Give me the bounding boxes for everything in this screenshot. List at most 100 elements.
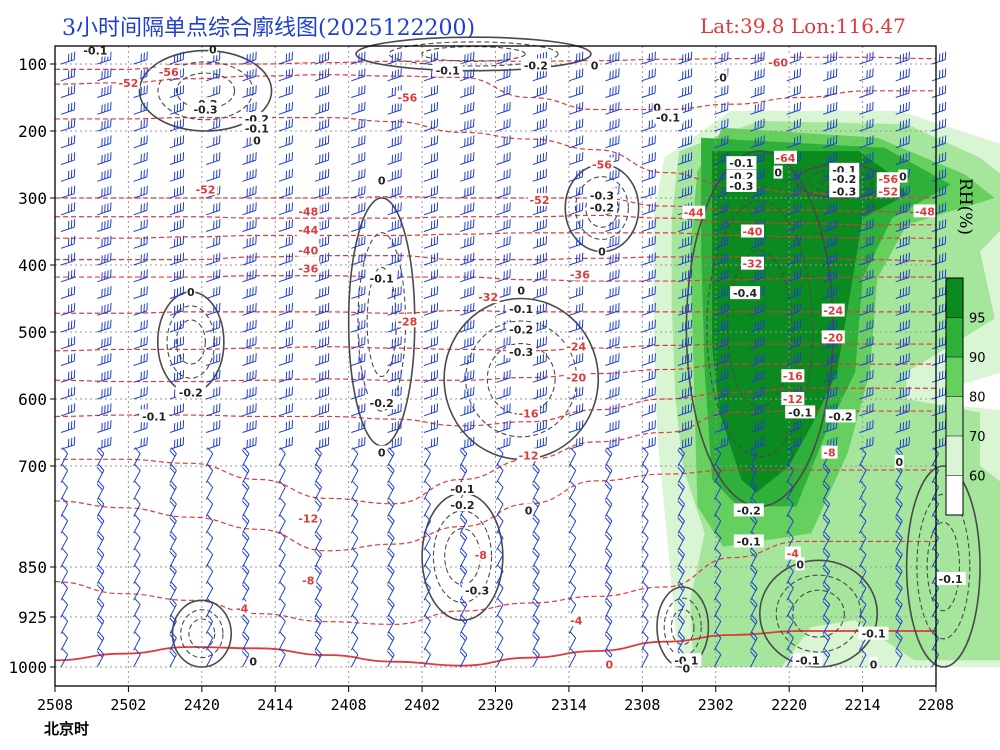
wind-barb (895, 497, 903, 517)
wind-barb (423, 269, 439, 283)
wind-barb (60, 514, 69, 534)
wind-barb (314, 420, 330, 433)
x-tick-label: 2220 (771, 696, 807, 714)
omega-label-bg (718, 70, 728, 84)
temp-contour--40 (54, 232, 936, 239)
wind-barb (532, 353, 547, 366)
temp-label-bg (528, 193, 552, 207)
wind-barb (133, 581, 141, 601)
wind-barb (350, 581, 359, 601)
wind-barb (133, 269, 148, 283)
wind-barb (532, 614, 540, 634)
temp-label-bg (517, 406, 541, 420)
wind-barb (496, 269, 511, 283)
wind-barb (604, 631, 613, 651)
wind-barb (750, 235, 765, 249)
wind-barb (60, 269, 76, 283)
wind-barb (460, 185, 475, 199)
wind-barb (278, 168, 293, 182)
wind-barb (241, 614, 250, 634)
wind-barb (387, 403, 402, 417)
wind-barb (496, 631, 504, 651)
omega-label: -0.3 (465, 584, 489, 597)
wind-barb (496, 480, 504, 500)
wind-barb (496, 252, 511, 266)
wind-barb (206, 353, 221, 366)
wind-barb (351, 252, 366, 266)
wind-barb (423, 614, 431, 634)
wind-barb (60, 631, 69, 651)
wind-barb (641, 564, 649, 584)
wind-barb (241, 531, 250, 551)
wind-barb (931, 118, 947, 132)
temp-label-bg (821, 303, 845, 317)
wind-barb (387, 581, 395, 601)
omega-label: -0.1 (245, 122, 269, 135)
wind-barb (60, 235, 76, 249)
x-tick-label: 2214 (845, 696, 881, 714)
omega-label: -0.1 (509, 303, 533, 316)
wind-barb (532, 85, 547, 98)
wind-barb (60, 497, 69, 517)
wind-barb (714, 219, 729, 232)
wind-barb (423, 202, 439, 216)
wind-barb (205, 581, 214, 601)
wind-barb (351, 85, 366, 98)
omega-label-bg (829, 184, 860, 198)
wind-barb (568, 353, 584, 366)
temp-label: -12 (783, 393, 803, 406)
wind-barb (387, 480, 395, 500)
wind-barb (677, 51, 693, 65)
wind-barb (496, 185, 511, 199)
wind-barb (314, 319, 330, 333)
wind-barb (786, 235, 801, 249)
wind-barb (96, 531, 105, 551)
wind-barb (242, 420, 257, 433)
wind-barb (786, 581, 794, 601)
wind-barb (60, 319, 76, 333)
omega-contour-8-2 (670, 608, 695, 646)
wind-barb (822, 369, 838, 383)
wind-barb (242, 436, 257, 450)
temp-label: -24 (823, 305, 843, 318)
wind-barb (459, 514, 468, 534)
wind-barb (387, 101, 402, 115)
omega-label: -0.3 (193, 104, 217, 117)
temp-label-bg (476, 290, 500, 304)
wind-barb (423, 369, 439, 383)
omega-contour-5-2 (175, 72, 236, 110)
wind-barb (641, 269, 656, 283)
wind-barb (423, 101, 439, 115)
wind-barb (351, 336, 366, 350)
wind-barb (604, 497, 613, 517)
temp-label: -44 (298, 224, 318, 237)
wind-barb (314, 68, 330, 82)
wind-barb (60, 68, 76, 82)
wind-barb (822, 598, 831, 618)
wind-barb (278, 118, 293, 132)
temp-label: -56 (397, 92, 417, 105)
wind-barb (822, 51, 838, 65)
wind-barb (677, 369, 693, 383)
wind-barb (205, 497, 214, 517)
wind-barb (822, 548, 831, 568)
wind-barb (351, 302, 366, 316)
wind-barb (314, 85, 330, 98)
omega-label: 0 (253, 134, 261, 147)
wind-barb (60, 353, 76, 366)
wind-barb (822, 252, 838, 266)
wind-barb (750, 581, 758, 601)
wind-barb (859, 436, 874, 450)
wind-barb (97, 269, 112, 283)
wind-barb (205, 531, 214, 551)
x-tick-label: 2414 (257, 696, 293, 714)
wind-barb (241, 464, 250, 484)
wind-barb (242, 319, 257, 333)
wind-barb (750, 464, 758, 484)
wind-barb (568, 252, 584, 266)
omega-label-bg (462, 583, 493, 597)
wind-barb (351, 436, 366, 450)
wind-barb (423, 319, 439, 333)
omega-label-bg (520, 58, 551, 72)
wind-barb (859, 85, 874, 98)
